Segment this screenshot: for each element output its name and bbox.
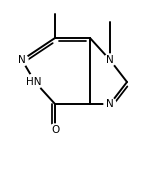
Text: N: N xyxy=(106,55,114,65)
Circle shape xyxy=(49,124,61,136)
Circle shape xyxy=(104,54,116,66)
Text: N: N xyxy=(18,55,26,65)
Circle shape xyxy=(26,74,42,90)
Text: O: O xyxy=(51,125,59,135)
Circle shape xyxy=(16,54,28,66)
Circle shape xyxy=(104,98,116,110)
Text: HN: HN xyxy=(26,77,42,87)
Text: N: N xyxy=(106,99,114,109)
